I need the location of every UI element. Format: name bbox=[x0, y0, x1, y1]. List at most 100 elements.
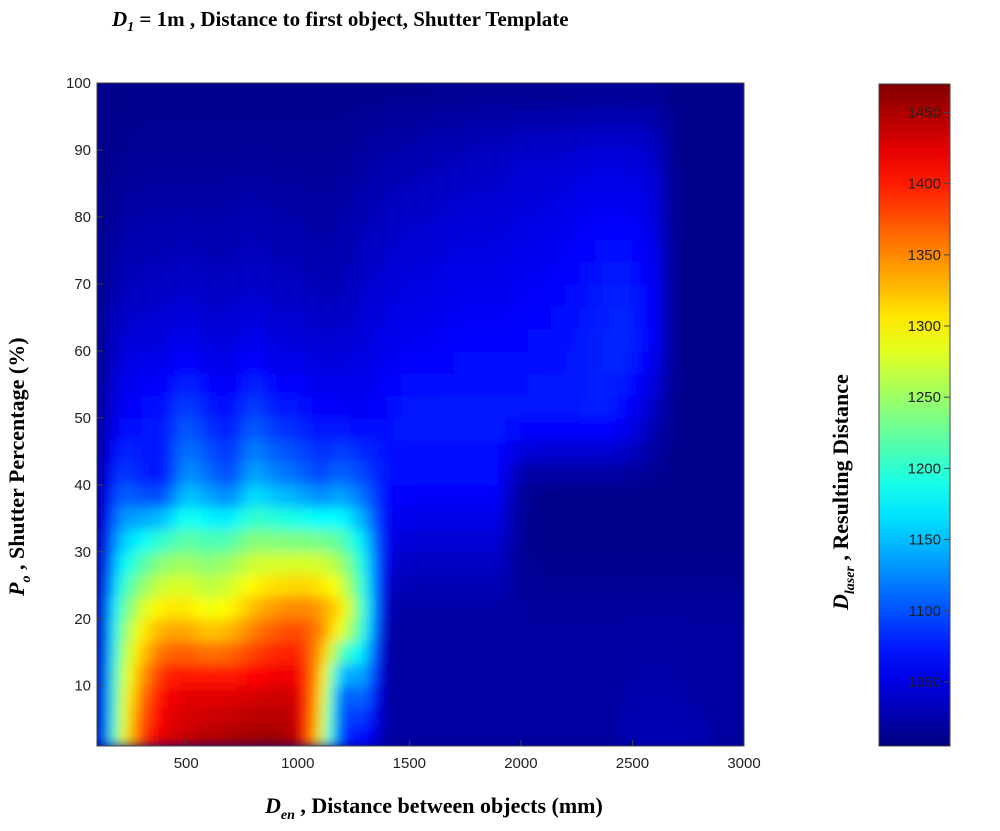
heatmap-cell bbox=[386, 461, 396, 486]
heatmap-cell bbox=[386, 104, 396, 129]
heatmap-cell bbox=[624, 417, 634, 441]
heatmap-cell bbox=[654, 528, 663, 553]
heatmap-cell bbox=[401, 705, 410, 727]
heatmap-cell bbox=[230, 350, 239, 374]
heatmap-cell bbox=[453, 461, 463, 486]
heatmap-cell bbox=[542, 260, 552, 285]
heatmap-cell bbox=[661, 685, 671, 707]
heatmap-cell bbox=[460, 194, 470, 218]
heatmap-cell bbox=[141, 595, 150, 620]
heatmap-cell bbox=[349, 372, 358, 397]
heatmap-cell bbox=[416, 149, 425, 173]
heatmap-cell bbox=[267, 283, 277, 307]
heatmap-cell bbox=[97, 327, 106, 352]
heatmap-cell bbox=[587, 260, 596, 285]
heatmap-cell bbox=[326, 595, 336, 620]
x-axis-ticks: 500 1000 1500 2000 2500 3000 bbox=[174, 740, 761, 772]
heatmap-cell bbox=[431, 595, 440, 620]
heatmap-cell bbox=[661, 216, 671, 240]
heatmap-cell bbox=[141, 305, 150, 330]
heatmap-cell bbox=[490, 127, 500, 151]
heatmap-cell bbox=[550, 595, 559, 620]
heatmap-cell bbox=[103, 506, 113, 531]
heatmap-cell bbox=[520, 439, 529, 464]
heatmap-cell bbox=[319, 394, 329, 419]
heatmap-cell bbox=[215, 506, 225, 531]
heatmap-cell bbox=[475, 662, 485, 687]
heatmap-cell bbox=[654, 640, 663, 665]
heatmap-cell bbox=[497, 685, 507, 707]
heatmap-cell bbox=[438, 372, 448, 397]
heatmap-cell bbox=[453, 171, 463, 196]
heatmap-cell bbox=[312, 171, 321, 196]
heatmap-cell bbox=[624, 484, 634, 508]
heatmap-cell bbox=[237, 618, 247, 642]
heatmap-cell bbox=[624, 372, 634, 397]
heatmap-cell bbox=[445, 551, 455, 575]
heatmap-cell bbox=[111, 685, 120, 707]
heatmap-cell bbox=[721, 238, 730, 263]
heatmap-cell bbox=[505, 417, 515, 441]
heatmap-cell bbox=[602, 305, 611, 330]
heatmap-cell bbox=[319, 595, 329, 620]
heatmap-cell bbox=[304, 171, 314, 196]
heatmap-cell bbox=[572, 685, 581, 707]
heatmap-cell bbox=[237, 685, 247, 707]
heatmap-cell bbox=[222, 127, 232, 151]
heatmap-cell bbox=[245, 618, 254, 642]
heatmap-cell bbox=[564, 327, 574, 352]
heatmap-cell bbox=[408, 216, 418, 240]
heatmap-cell bbox=[245, 528, 254, 553]
heatmap-cell bbox=[431, 506, 440, 531]
heatmap-cell bbox=[512, 725, 522, 746]
heatmap-cell bbox=[155, 417, 165, 441]
heatmap-cell bbox=[490, 372, 500, 397]
heatmap-cell bbox=[691, 484, 700, 508]
heatmap-cell bbox=[393, 640, 403, 665]
heatmap-cell bbox=[527, 260, 537, 285]
heatmap-cell bbox=[557, 171, 567, 196]
heatmap-cell bbox=[289, 350, 299, 374]
heatmap-cell bbox=[111, 461, 120, 486]
heatmap-cell bbox=[408, 439, 418, 464]
heatmap-cell bbox=[222, 662, 232, 687]
heatmap-cell bbox=[408, 573, 418, 598]
heatmap-cell bbox=[408, 238, 418, 263]
heatmap-cell bbox=[639, 127, 648, 151]
heatmap-cell bbox=[423, 725, 433, 746]
heatmap-cell bbox=[416, 238, 425, 263]
heatmap-cell bbox=[416, 283, 425, 307]
heatmap-cell bbox=[416, 350, 425, 374]
heatmap-cell bbox=[230, 216, 239, 240]
heatmap-cell bbox=[378, 327, 388, 352]
heatmap-cell bbox=[207, 595, 217, 620]
heatmap-cell bbox=[260, 417, 269, 441]
heatmap-cell bbox=[207, 305, 217, 330]
heatmap-cell bbox=[691, 394, 700, 419]
heatmap-cell bbox=[222, 528, 232, 553]
heatmap-cell bbox=[126, 484, 135, 508]
heatmap-cell bbox=[431, 104, 440, 129]
heatmap-cell bbox=[207, 439, 217, 464]
heatmap-cell bbox=[497, 439, 507, 464]
heatmap-cell bbox=[535, 305, 544, 330]
heatmap-cell bbox=[460, 327, 470, 352]
heatmap-cell bbox=[170, 216, 180, 240]
heatmap-cell bbox=[133, 260, 143, 285]
heatmap-cell bbox=[453, 618, 463, 642]
heatmap-cell bbox=[624, 618, 634, 642]
heatmap-cell bbox=[460, 171, 470, 196]
heatmap-cell bbox=[631, 127, 641, 151]
heatmap-cell bbox=[512, 528, 522, 553]
heatmap-cell bbox=[468, 640, 477, 665]
heatmap-cell bbox=[103, 618, 113, 642]
heatmap-cell bbox=[587, 149, 596, 173]
heatmap-cell bbox=[111, 439, 120, 464]
heatmap-cell bbox=[624, 238, 634, 263]
heatmap-cell bbox=[550, 551, 559, 575]
heatmap-cell bbox=[148, 417, 158, 441]
heatmap-cell bbox=[646, 216, 656, 240]
heatmap-cell bbox=[356, 573, 366, 598]
heatmap-cell bbox=[624, 551, 634, 575]
heatmap-cell bbox=[133, 461, 143, 486]
